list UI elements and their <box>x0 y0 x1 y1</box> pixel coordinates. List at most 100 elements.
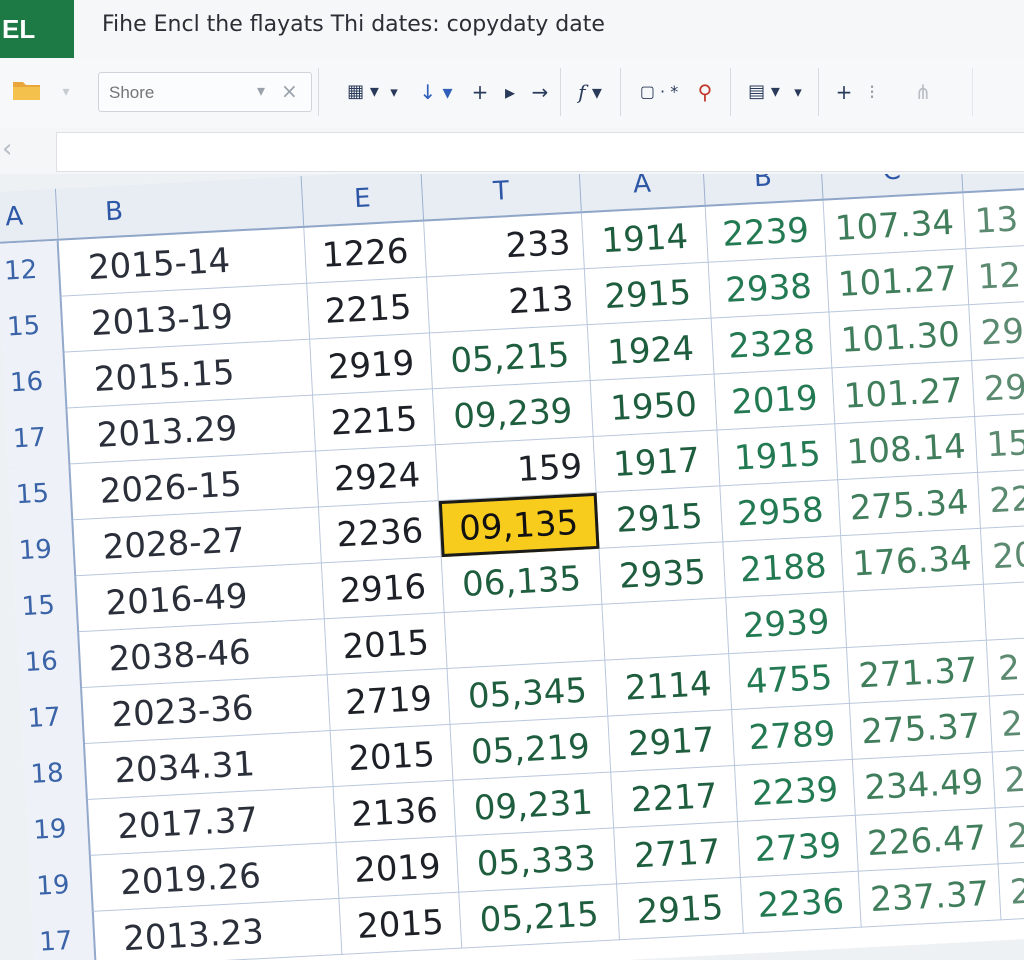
cell-c[interactable]: 234.49 <box>852 752 996 816</box>
add-icon[interactable]: + <box>835 80 853 104</box>
cell-b[interactable]: 2239 <box>705 200 827 263</box>
chevron-down-icon[interactable]: ▾ <box>62 84 70 100</box>
cell-a[interactable]: 1914 <box>581 206 709 270</box>
row-number[interactable]: 15 <box>8 464 74 524</box>
cell-b[interactable]: 2939 <box>726 592 848 655</box>
cell-b[interactable]: 2938 <box>708 256 830 319</box>
cell-c[interactable]: 101.30 <box>829 305 973 369</box>
cell-a[interactable]: 2915 <box>596 486 724 549</box>
cell-c[interactable]: 275.37 <box>849 696 993 760</box>
row-number[interactable]: 16 <box>17 632 83 692</box>
row-number[interactable]: 15 <box>14 576 80 636</box>
dropdown-icon[interactable]: ▾ <box>257 81 266 100</box>
cell-c[interactable]: 271.37 <box>847 640 990 704</box>
row-number[interactable]: 12 <box>0 240 62 300</box>
cell-t[interactable]: 05,219 <box>450 716 612 781</box>
cell-c[interactable]: 101.27 <box>832 361 976 425</box>
cell-c[interactable]: 275.34 <box>838 472 981 537</box>
play-icon[interactable]: ▸ <box>504 80 516 104</box>
cell-b[interactable]: 1915 <box>717 424 839 487</box>
cell-next[interactable]: 2 <box>995 803 1024 865</box>
cell-next[interactable]: 22 <box>978 468 1024 529</box>
cell-b[interactable]: 2958 <box>720 480 842 543</box>
cell-e[interactable]: 1226 <box>304 221 428 284</box>
column-header-e[interactable]: E <box>301 174 425 226</box>
cell-b[interactable]: 4755 <box>729 647 850 711</box>
folder-icon[interactable] <box>12 78 42 102</box>
cell-next[interactable]: 29 <box>969 300 1024 362</box>
cell-t[interactable] <box>444 604 606 669</box>
user-search-icon[interactable]: ⚲ <box>697 80 713 104</box>
spreadsheet-grid[interactable]: A B E T A B C 122015-1412262331914223910… <box>0 174 1024 960</box>
share-input[interactable] <box>107 79 261 107</box>
add-icon[interactable]: + <box>471 80 489 104</box>
cell-next[interactable]: 12 <box>966 244 1024 306</box>
cell-t[interactable]: 05,333 <box>456 828 618 893</box>
shape-insert-icon[interactable]: ▢ · * <box>639 82 679 101</box>
cell-t[interactable]: 05,215 <box>429 325 591 390</box>
cell-a[interactable]: 2935 <box>599 542 727 605</box>
cell-a[interactable]: 2915 <box>617 877 744 941</box>
cell-t[interactable]: 05,215 <box>459 884 621 949</box>
cell-c[interactable] <box>844 584 987 648</box>
cell-b[interactable]: 2239 <box>735 759 856 822</box>
more-icon[interactable]: ⁝ <box>868 80 876 104</box>
row-number[interactable]: 19 <box>28 855 94 916</box>
row-number[interactable]: 17 <box>5 408 71 468</box>
cell-c[interactable]: 101.27 <box>826 249 970 313</box>
share-icon[interactable]: ⋔ <box>914 80 932 104</box>
cell-next[interactable]: 2 <box>992 747 1024 809</box>
cell-a[interactable]: 1950 <box>590 374 718 437</box>
cell-a[interactable]: 2717 <box>614 821 741 885</box>
cell-b[interactable]: 2789 <box>732 703 853 767</box>
cell-t[interactable]: 09,239 <box>432 381 594 446</box>
cell-t[interactable]: 05,345 <box>447 660 609 725</box>
arrow-right-icon[interactable]: → <box>531 80 549 104</box>
cell-a[interactable]: 2217 <box>611 766 738 829</box>
formula-input[interactable] <box>56 132 1024 172</box>
app-logo[interactable]: EL <box>0 0 74 58</box>
row-number[interactable]: 19 <box>11 520 77 580</box>
cell-e[interactable]: 2019 <box>336 836 460 899</box>
cell-next[interactable]: 2 <box>998 859 1024 921</box>
cell-e[interactable]: 2136 <box>333 780 457 843</box>
cell-b[interactable]: 2019 <box>714 368 836 431</box>
cell-b[interactable]: 2236 <box>740 871 862 934</box>
selected-cell[interactable]: 09,135 <box>438 492 600 558</box>
cell-c[interactable]: 108.14 <box>835 416 979 481</box>
cell-b[interactable]: 2328 <box>711 312 833 375</box>
cell-a[interactable] <box>602 598 730 661</box>
cell-a[interactable]: 1917 <box>593 430 721 493</box>
cell-e[interactable]: 2015 <box>324 612 448 676</box>
cell-next[interactable] <box>983 580 1024 641</box>
table-format-icon[interactable]: ▦ ▾ <box>347 81 379 102</box>
cell-t[interactable]: 213 <box>427 269 588 334</box>
cell-c[interactable]: 237.37 <box>858 864 1002 928</box>
row-number[interactable]: 17 <box>20 688 86 748</box>
cell-e[interactable]: 2924 <box>316 445 439 508</box>
cell-e[interactable]: 2236 <box>318 501 442 564</box>
cell-a[interactable]: 1924 <box>587 318 715 382</box>
chevron-down-icon[interactable]: ▾ <box>390 83 398 101</box>
cell-e[interactable]: 2015 <box>330 724 454 788</box>
cell-b[interactable]: 2188 <box>723 536 845 599</box>
cell-e[interactable]: 2919 <box>310 333 433 396</box>
cell-t[interactable]: 233 <box>424 213 585 278</box>
row-number[interactable]: 16 <box>2 352 68 412</box>
cell-b[interactable]: 2739 <box>737 815 859 878</box>
clear-icon[interactable]: × <box>281 79 298 103</box>
cell-a[interactable]: 2915 <box>584 262 712 326</box>
column-header-next[interactable] <box>960 174 1024 192</box>
column-header-b2[interactable]: B <box>703 174 824 205</box>
row-number[interactable]: 19 <box>26 799 91 860</box>
cell-e[interactable]: 2719 <box>327 668 451 732</box>
cell-e[interactable]: 2015 <box>339 892 463 955</box>
cell-next[interactable]: 2 <box>986 635 1024 697</box>
cell-c[interactable]: 226.47 <box>855 808 999 872</box>
row-number[interactable]: 15 <box>0 296 65 356</box>
cell-c[interactable]: 107.34 <box>823 193 967 257</box>
chevron-down-icon[interactable]: ▾ <box>794 83 802 101</box>
cell-next[interactable]: 13 <box>963 188 1024 250</box>
cell-e[interactable]: 2916 <box>321 557 445 620</box>
column-header-a2[interactable]: A <box>579 174 706 212</box>
